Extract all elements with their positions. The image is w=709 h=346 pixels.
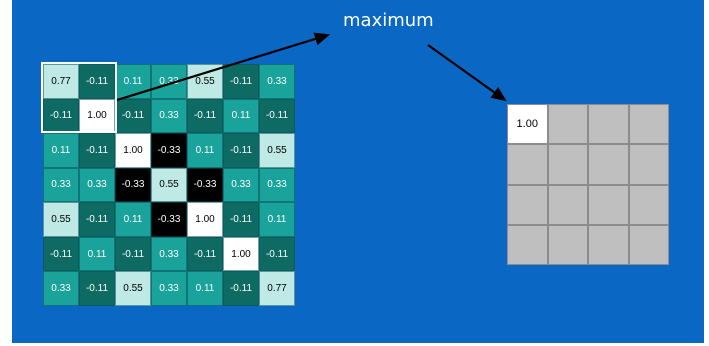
- input-cell: 0.55: [43, 202, 79, 237]
- input-cell: -0.33: [151, 202, 187, 237]
- title-maximum: maximum: [343, 10, 434, 31]
- input-cell: 0.33: [151, 64, 187, 99]
- input-cell: -0.11: [187, 236, 223, 272]
- input-cell: -0.11: [79, 271, 115, 306]
- output-pooled-map: 1.00: [507, 104, 669, 265]
- output-cell: [547, 144, 588, 185]
- output-cell: 1.00: [507, 104, 548, 145]
- input-cell: 0.33: [223, 167, 259, 203]
- output-cell: [588, 104, 629, 145]
- input-cell: 0.33: [151, 98, 187, 134]
- input-cell: 0.11: [115, 64, 151, 99]
- input-cell: 0.33: [79, 167, 115, 203]
- input-cell: -0.11: [115, 98, 151, 134]
- output-cell: [628, 184, 669, 225]
- output-cell: [507, 224, 548, 265]
- input-cell: -0.33: [187, 167, 223, 203]
- input-cell: 0.77: [259, 271, 295, 306]
- pooling-window: [41, 62, 117, 133]
- input-cell: 0.77: [43, 64, 79, 99]
- input-cell: 1.00: [115, 133, 151, 168]
- input-cell: -0.11: [259, 98, 295, 134]
- input-cell: -0.11: [187, 98, 223, 134]
- input-cell: 1.00: [79, 98, 115, 134]
- output-cell: [628, 104, 669, 145]
- input-cell: 0.33: [151, 236, 187, 272]
- input-cell: 0.11: [259, 202, 295, 237]
- input-cell: 0.11: [187, 271, 223, 306]
- input-cell: 0.55: [259, 133, 295, 168]
- output-cell: [547, 184, 588, 225]
- input-cell: 0.55: [115, 271, 151, 306]
- output-cell: [588, 144, 629, 185]
- input-cell: 0.33: [259, 167, 295, 203]
- input-cell: 0.33: [43, 271, 79, 306]
- input-cell: -0.33: [151, 133, 187, 168]
- input-cell: -0.11: [43, 98, 79, 134]
- input-cell: 0.11: [223, 98, 259, 134]
- input-cell: 1.00: [223, 236, 259, 272]
- input-cell: -0.11: [79, 64, 115, 99]
- input-cell: 0.55: [187, 64, 223, 99]
- output-cell: [628, 224, 669, 265]
- input-cell: 0.33: [43, 167, 79, 203]
- input-cell: -0.11: [115, 236, 151, 272]
- input-cell: 0.11: [187, 133, 223, 168]
- input-cell: -0.11: [43, 236, 79, 272]
- input-cell: -0.11: [223, 271, 259, 306]
- input-cell: -0.11: [223, 64, 259, 99]
- input-cell: 0.33: [151, 271, 187, 306]
- output-cell: [507, 184, 548, 225]
- input-cell: 0.11: [43, 133, 79, 168]
- input-cell: -0.11: [259, 236, 295, 272]
- input-cell: -0.33: [115, 167, 151, 203]
- output-cell: [588, 224, 629, 265]
- output-cell: [547, 104, 588, 145]
- output-cell: [588, 184, 629, 225]
- input-cell: 0.11: [115, 202, 151, 237]
- input-cell: 0.33: [259, 64, 295, 99]
- output-cell: [547, 224, 588, 265]
- output-cell: [628, 144, 669, 185]
- input-cell: -0.11: [223, 133, 259, 168]
- input-cell: -0.11: [79, 202, 115, 237]
- input-cell: 1.00: [187, 202, 223, 237]
- input-cell: -0.11: [223, 202, 259, 237]
- input-cell: 0.11: [79, 236, 115, 272]
- input-cell: 0.55: [151, 167, 187, 203]
- output-cell: [507, 144, 548, 185]
- input-cell: -0.11: [79, 133, 115, 168]
